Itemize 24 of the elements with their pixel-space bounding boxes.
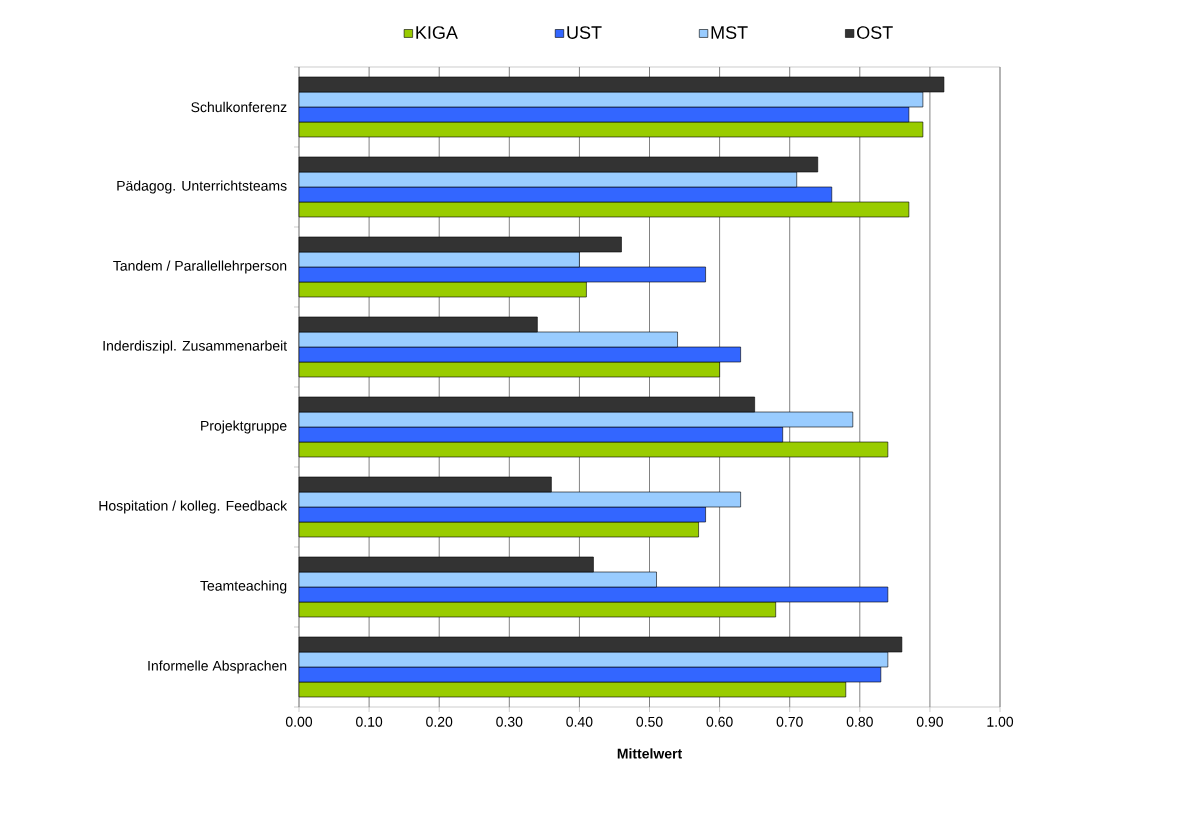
x-tick-label: 1.00: [987, 716, 1014, 727]
x-tick-label: 0.00: [285, 716, 313, 727]
x-tick-label: 0.80: [846, 716, 873, 727]
x-tick-label: 0.20: [426, 716, 453, 727]
x-tick-label: 0.60: [706, 716, 733, 727]
legend-label: OST: [857, 26, 893, 39]
y-tick-label: Teamteaching: [200, 580, 287, 594]
x-tick-label: 0.10: [356, 716, 383, 727]
y-tick-label: Hospitation / kolleg. Feedback: [99, 500, 288, 514]
x-tick-label: 0.90: [916, 716, 943, 727]
x-tick-label: 0.50: [636, 716, 663, 727]
y-tick-label: Informelle Absprachen: [148, 660, 287, 674]
x-tick-label: 0.40: [566, 716, 593, 727]
y-tick-label: Schulkonferenz: [191, 101, 287, 113]
x-axis-title: Mittelwert: [617, 748, 682, 759]
legend-label: MST: [711, 26, 748, 39]
x-tick-label: 0.70: [776, 716, 803, 727]
y-tick-label: Pädagog. Unterrichtsteams: [117, 180, 287, 194]
x-tick-label: 0.30: [496, 716, 523, 727]
y-tick-label: Tandem / Parallellehrperson: [113, 260, 287, 274]
legend-label: KIGA: [416, 26, 458, 39]
y-tick-label: Inderdiszipl. Zusammenarbeit: [103, 340, 287, 354]
y-tick-label: Projektgruppe: [201, 420, 287, 434]
legend-label: UST: [567, 26, 602, 39]
